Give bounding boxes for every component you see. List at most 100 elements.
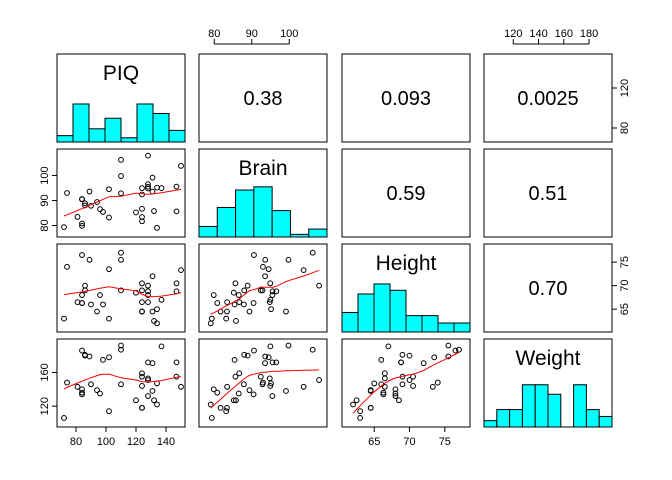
scatter-weight-vs-piq-point	[100, 356, 106, 363]
scatter-weight-vs-piq-point	[151, 397, 157, 404]
scatter-weight-vs-brain-point	[246, 387, 253, 394]
scatter-weight-vs-piq-point	[145, 393, 151, 399]
scatter-height-vs-brain-point	[236, 299, 243, 306]
scatter-height-vs-piq-point	[139, 299, 145, 306]
scatter-weight-vs-brain-point	[285, 342, 292, 349]
scatter-weight-vs-height-point	[399, 381, 406, 388]
scatter-height-vs-brain-point	[267, 280, 274, 287]
scatter-weight-vs-height-point	[381, 375, 388, 382]
scatter-height-vs-piq-point	[145, 282, 151, 289]
histogram-bar-piq-1	[72, 103, 90, 143]
correlation-brain-weight: 0.51	[529, 183, 568, 205]
scatter-weight-vs-brain-point	[231, 356, 238, 363]
scatter-weight-vs-piq-point	[118, 342, 124, 349]
histogram-bar-weight-5	[547, 393, 562, 428]
scatter-height-vs-piq-point	[64, 263, 70, 270]
scatter-brain-vs-piq-point	[145, 183, 151, 190]
scatter-brain-vs-piq-point	[86, 188, 93, 195]
scatter-brain-vs-piq-point	[61, 224, 67, 231]
histogram-bar-piq-5	[136, 103, 154, 143]
scatter-height-vs-piq-point	[74, 299, 81, 306]
scatter-brain-vs-piq-point	[118, 173, 124, 179]
scatter-height-vs-brain-point	[223, 315, 230, 322]
scatter-brain-vs-piq-point	[97, 206, 103, 213]
scatter-height-vs-brain-point	[266, 299, 273, 306]
scatter-height-vs-brain-point	[257, 287, 264, 294]
scatter-height-vs-piq-point	[94, 308, 100, 315]
scatter-brain-vs-piq-point	[118, 190, 124, 197]
variable-label-brain: Brain	[238, 157, 287, 180]
correlation-brain-height: 0.59	[387, 183, 426, 205]
scatter-weight-vs-height-point	[357, 408, 364, 415]
histogram-bar-height-3	[389, 289, 407, 333]
scatter-weight-vs-piq-point	[118, 381, 124, 388]
scatter-weight-vs-height-point	[399, 351, 406, 358]
scatter-height-vs-piq-point	[61, 315, 67, 322]
histogram-bar-height-0	[341, 311, 359, 333]
scatter-weight-vs-height-point	[456, 346, 462, 353]
scatter-brain-vs-piq-point	[173, 183, 180, 190]
scatter-weight-vs-brain-point	[223, 408, 230, 415]
scatter-weight-vs-brain-point	[273, 359, 280, 366]
scatter-height-vs-brain-point	[316, 282, 322, 289]
scatter-weight-vs-piq-point	[97, 390, 103, 397]
panel-frame-piq-brain	[198, 53, 328, 143]
scatter-height-vs-brain-point	[262, 273, 268, 280]
scatter-height-vs-brain-point	[309, 249, 316, 256]
histogram-bar-brain-3	[253, 186, 273, 238]
scatter-brain-vs-piq-point	[94, 199, 100, 205]
scatter-height-vs-piq-smoother	[63, 286, 182, 298]
scatter-weight-vs-brain-point	[214, 389, 221, 396]
scatter-height-vs-piq-point	[145, 288, 151, 295]
histogram-bar-brain-1	[216, 206, 237, 238]
scatter-height-vs-brain-point	[224, 299, 231, 306]
scatter-brain-vs-piq-point	[118, 156, 124, 163]
scatter-brain-vs-piq-point	[106, 186, 112, 193]
scatter-weight-vs-height-point	[398, 359, 404, 366]
scatter-height-vs-brain-point	[232, 280, 239, 287]
scatter-height-vs-brain-point	[267, 296, 274, 303]
scatter-weight-vs-brain-point	[316, 377, 322, 383]
scatter-weight-vs-height-point	[434, 379, 441, 386]
scatter-brain-vs-piq-point	[178, 163, 184, 169]
scatter-brain-vs-piq-point	[139, 205, 145, 212]
scatter-weight-vs-piq-point	[106, 354, 112, 361]
scatter-weight-vs-piq-point	[64, 379, 70, 386]
scatter-weight-vs-brain-point	[262, 353, 269, 360]
scatter-weight-vs-height-point	[380, 389, 387, 396]
scatter-weight-vs-piq-point	[158, 343, 165, 350]
variable-label-weight: Weight	[516, 347, 581, 370]
scatter-height-vs-piq-point	[173, 280, 180, 287]
scatter-height-vs-piq-point	[79, 300, 85, 306]
scatter-height-vs-piq-point	[79, 252, 85, 258]
scatter-height-vs-brain-point	[230, 289, 237, 296]
scatter-height-vs-piq-point	[178, 267, 184, 274]
scatter-weight-vs-piq-point	[178, 383, 184, 390]
scatter-weight-vs-height-point	[431, 354, 438, 361]
scatter-weight-vs-height-smoother	[352, 351, 460, 414]
panel-frame-height-brain	[198, 243, 328, 333]
correlation-piq-weight: 0.0025	[517, 88, 578, 110]
scatter-brain-vs-piq-point	[139, 218, 145, 225]
scatter-height-vs-brain-point	[241, 287, 248, 294]
scatter-height-vs-piq-point	[158, 296, 165, 303]
scatter-brain-vs-piq-point	[79, 196, 85, 202]
scatter-weight-vs-piq-point	[79, 389, 85, 396]
scatter-weight-vs-height-point	[406, 377, 413, 383]
scatter-weight-vs-brain-point	[300, 383, 307, 390]
scatter-height-vs-brain-point	[208, 315, 215, 322]
scatter-weight-vs-height-point	[392, 393, 399, 399]
scatter-weight-vs-piq-point	[149, 388, 156, 394]
histogram-bar-piq-7	[168, 129, 186, 143]
tick-label-bottom: 120	[127, 436, 145, 448]
tick-label-right: 80	[619, 122, 631, 134]
scatter-height-vs-piq-point	[151, 318, 157, 324]
scatter-weight-vs-height-point	[371, 380, 378, 387]
panel-frame-weight-brain	[198, 338, 328, 428]
scatter-weight-vs-brain-point	[267, 343, 274, 350]
scatter-height-vs-piq-point	[100, 301, 106, 308]
histogram-bar-brain-6	[308, 228, 328, 238]
panel-frame-brain-weight	[483, 148, 613, 238]
scatter-height-vs-brain-point	[231, 301, 238, 308]
